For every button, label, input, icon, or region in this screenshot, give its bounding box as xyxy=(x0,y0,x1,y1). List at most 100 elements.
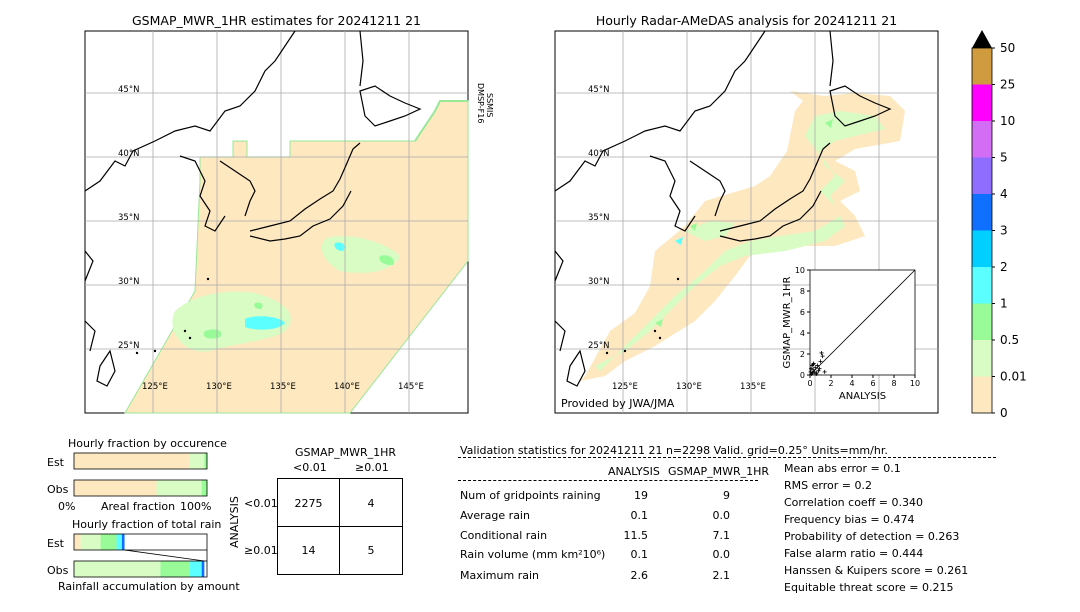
left-coast-hokkaido xyxy=(359,85,422,127)
colorbar: 0 0.01 0.5 1 2 3 4 5 10 25 50 xyxy=(971,30,1027,420)
total-rain-bar-segment xyxy=(74,534,81,550)
total-rain-bar-segment xyxy=(116,534,122,550)
score-line: Hanssen & Kuipers score = 0.261 xyxy=(784,564,969,577)
right-lat-25: 25°N xyxy=(588,341,609,351)
scatter-point xyxy=(818,359,823,364)
left-lat-30: 30°N xyxy=(118,277,139,287)
contingency-grid: 2275 4 14 5 xyxy=(277,478,403,575)
stats-row-label: Num of gridpoints raining xyxy=(460,489,601,502)
occurrence-bar-frame xyxy=(73,452,208,470)
right-lon-135: 135°E xyxy=(740,382,766,392)
colorbar-swatch xyxy=(972,303,992,340)
scatter-xlabel: ANALYSIS xyxy=(839,391,886,402)
occurrence-obs-label: Obs xyxy=(47,483,69,496)
scatter-diagonal xyxy=(809,269,916,376)
scatter-point xyxy=(808,369,813,374)
total-rain-bar-segment xyxy=(201,561,205,577)
occurrence-title: Hourly fraction by occurence xyxy=(68,437,227,450)
scatter-y-tick-label: 4 xyxy=(800,329,805,338)
left-lat-25: 25°N xyxy=(118,341,139,351)
stats-row-gsmap: 0.0 xyxy=(712,548,731,561)
scatter-point xyxy=(822,369,827,374)
occurrence-bar-segment xyxy=(204,453,207,469)
scatter-x-tick-label: 6 xyxy=(870,379,875,388)
right-lat-30: 30°N xyxy=(588,277,609,287)
score-line: RMS error = 0.2 xyxy=(784,479,872,492)
left-rain-patch-4 xyxy=(334,242,345,251)
total-rain-footer: Rainfall accumulation by amount xyxy=(58,580,240,593)
colorbar-extend-arrow xyxy=(972,30,992,48)
scatter-point xyxy=(819,350,824,355)
score-line: False alarm ratio = 0.444 xyxy=(784,547,924,560)
scatter-point xyxy=(820,354,825,359)
contingency-cell: 2275 xyxy=(294,497,323,510)
stats-row-label: Conditional rain xyxy=(460,529,548,542)
right-lon-125: 125°E xyxy=(612,382,638,392)
scatter-point xyxy=(811,362,816,367)
scatter-point xyxy=(815,363,820,368)
scatter-x-tick-label: 8 xyxy=(891,379,896,388)
left-map: 45°N 40°N 35°N 30°N 25°N 125°E 130°E 135… xyxy=(84,30,494,414)
contingency-col-lt: <0.01 xyxy=(293,461,327,474)
colorbar-swatch xyxy=(972,157,992,194)
scatter-point xyxy=(816,368,821,373)
scatter-ylabel: GSMAP_MWR_1HR xyxy=(782,277,793,369)
right-coast-continent xyxy=(554,30,766,192)
stats-col-analysis: ANALYSIS xyxy=(608,465,660,478)
score-line: Probability of detection = 0.263 xyxy=(784,530,960,543)
stats-row-label: Average rain xyxy=(460,509,530,522)
score-line: Frequency bias = 0.474 xyxy=(784,513,915,526)
total-rain-est-label: Est xyxy=(47,537,64,550)
colorbar-swatch xyxy=(972,267,992,304)
scatter-x-tick-label: 0 xyxy=(807,379,812,388)
left-coast-continent xyxy=(84,30,296,192)
colorbar-tick-label: 2 xyxy=(1000,260,1008,274)
stats-row-analysis: 0.1 xyxy=(630,548,649,561)
total-rain-connector xyxy=(124,549,205,562)
contingency-col-ge: ≥0.01 xyxy=(355,461,389,474)
colorbar-swatch xyxy=(972,340,992,377)
left-lon-125: 125°E xyxy=(142,382,168,392)
right-lat-45: 45°N xyxy=(588,85,609,95)
contingency-title: GSMAP_MWR_1HR xyxy=(295,446,397,459)
scatter-point xyxy=(809,366,814,371)
scatter-point xyxy=(814,371,819,376)
right-map-title: Hourly Radar-AMeDAS analysis for 2024121… xyxy=(595,13,898,28)
left-coast-honshu xyxy=(249,142,361,232)
colorbar-swatch xyxy=(972,121,992,158)
left-lon-135: 135°E xyxy=(270,382,296,392)
total-rain-bar-segment xyxy=(74,561,161,577)
stats-divider xyxy=(458,457,996,458)
colorbar-tick-label: 3 xyxy=(1000,224,1008,238)
right-lon-130: 130°E xyxy=(676,382,702,392)
contingency-row-axis: ANALYSIS xyxy=(228,496,241,548)
contingency-cell: 5 xyxy=(367,544,375,557)
colorbar-tick-label: 10 xyxy=(1000,114,1015,128)
scatter-point xyxy=(817,366,822,371)
total-rain-bar-segment xyxy=(100,534,117,550)
stats-row-analysis: 0.1 xyxy=(630,509,649,522)
colorbar-tick-label: 50 xyxy=(1000,41,1015,55)
scatter-point xyxy=(812,369,817,374)
contingency-cell: 14 xyxy=(301,544,316,557)
scatter-y-tick-label: 6 xyxy=(800,308,805,317)
occurrence-axis-mid: Areal fraction xyxy=(101,500,176,513)
colorbar-tick-label: 25 xyxy=(1000,78,1015,92)
score-line: Correlation coeff = 0.340 xyxy=(784,496,923,509)
stats-row-analysis: 11.5 xyxy=(623,529,649,542)
scatter-y-tick-label: 8 xyxy=(800,287,805,296)
colorbar-tick-label: 4 xyxy=(1000,187,1008,201)
right-coast-honshu xyxy=(719,142,831,232)
left-lat-35: 35°N xyxy=(118,213,139,223)
right-rain-area xyxy=(580,91,905,381)
left-lat-45: 45°N xyxy=(118,85,139,95)
total-rain-bar-segment xyxy=(189,561,202,577)
left-sensor-2: SSMIS xyxy=(485,93,494,118)
occurrence-bar-segment xyxy=(156,480,202,496)
right-coast-hokkaido xyxy=(829,85,892,127)
scatter-plot: 00 2 2 4 4 6 6 8 8 10 10 ANALYSIS GSMAP_MWR_1HR xyxy=(782,266,920,402)
occurrence-bar-segment xyxy=(201,480,207,496)
left-lon-130: 130°E xyxy=(206,382,232,392)
contingency-row-ge: ≥0.01 xyxy=(244,544,278,557)
colorbar-tick-label: 0.01 xyxy=(1000,370,1027,384)
